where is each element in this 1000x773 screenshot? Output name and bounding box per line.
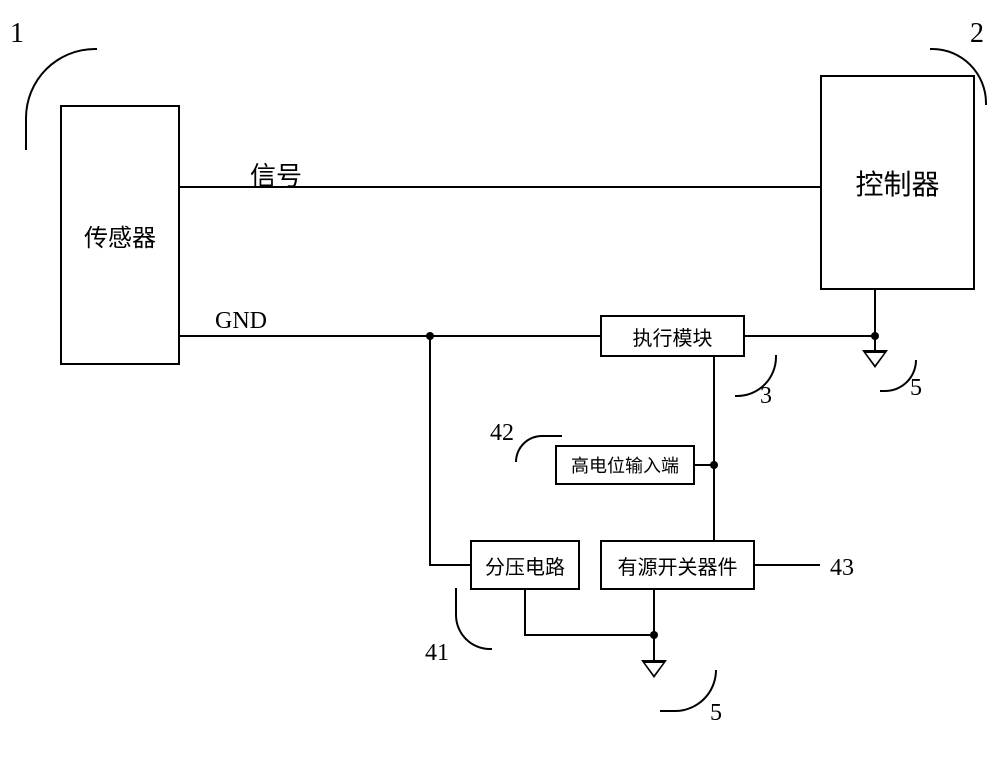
wire-gnd-left — [180, 335, 600, 337]
switch-label: 有源开关器件 — [618, 551, 738, 580]
wire-gnd-label: GND — [215, 308, 267, 335]
hipot-label: 高电位输入端 — [571, 452, 679, 478]
ref-43: 43 — [830, 555, 854, 582]
wire-div-right — [524, 634, 654, 636]
divider-box: 分压电路 — [470, 540, 580, 590]
wire-branch-down — [429, 336, 431, 565]
leader-2 — [930, 48, 987, 105]
ref-5a: 5 — [910, 375, 922, 402]
ref-42: 42 — [490, 420, 514, 447]
leader-1 — [25, 48, 97, 150]
leader-5b — [660, 670, 717, 712]
leader-43 — [755, 564, 820, 566]
leader-42 — [515, 435, 562, 462]
wire-gnd-right — [745, 335, 875, 337]
switch-box: 有源开关器件 — [600, 540, 755, 590]
divider-label: 分压电路 — [485, 551, 565, 580]
controller-box: 控制器 — [820, 75, 975, 290]
circuit-diagram: 传感器 控制器 执行模块 高电位输入端 分压电路 有源开关器件 信号 GND — [0, 0, 1000, 773]
sensor-label: 传感器 — [84, 218, 156, 253]
dot-switch-gnd — [650, 631, 658, 639]
wire-into-divider — [429, 564, 470, 566]
exec-box: 执行模块 — [600, 315, 745, 357]
wire-switch-down — [653, 590, 655, 660]
controller-label: 控制器 — [855, 163, 939, 203]
wire-hipot-right — [695, 464, 714, 466]
ref-1: 1 — [10, 18, 24, 50]
wire-div-down — [524, 590, 526, 635]
ref-5b: 5 — [710, 700, 722, 727]
ref-2: 2 — [970, 18, 984, 50]
hipot-box: 高电位输入端 — [555, 445, 695, 485]
exec-label: 执行模块 — [633, 322, 713, 351]
wire-exec-down — [713, 357, 715, 540]
wire-ctrl-down — [874, 290, 876, 350]
leader-41 — [455, 588, 492, 650]
dot-ctrl-gnd — [871, 332, 879, 340]
wire-signal-label: 信号 — [250, 156, 302, 193]
ref-41: 41 — [425, 640, 449, 667]
